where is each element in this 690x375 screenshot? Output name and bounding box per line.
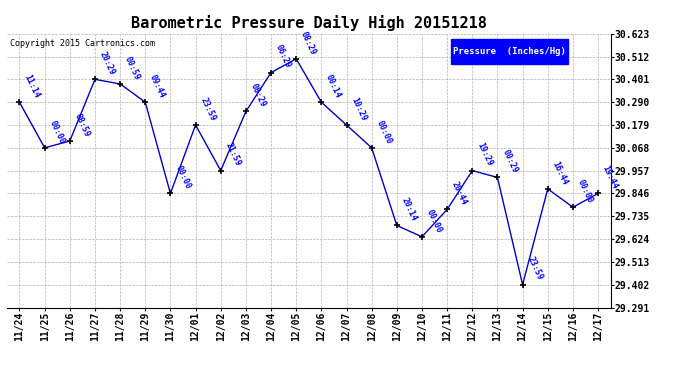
Text: Copyright 2015 Cartronics.com: Copyright 2015 Cartronics.com <box>10 39 155 48</box>
FancyBboxPatch shape <box>451 39 569 64</box>
Text: 08:29: 08:29 <box>299 30 317 56</box>
Text: 08:59: 08:59 <box>72 112 91 138</box>
Text: 00:00: 00:00 <box>375 118 393 145</box>
Text: 00:14: 00:14 <box>324 73 343 99</box>
Text: 21:59: 21:59 <box>224 141 242 168</box>
Text: 23:59: 23:59 <box>198 96 217 122</box>
Text: 20:14: 20:14 <box>400 196 418 223</box>
Text: 00:00: 00:00 <box>425 208 444 234</box>
Text: 00:29: 00:29 <box>500 148 519 175</box>
Text: 19:29: 19:29 <box>475 141 494 168</box>
Text: 20:44: 20:44 <box>450 180 469 207</box>
Text: 19:44: 19:44 <box>601 164 620 190</box>
Text: 16:44: 16:44 <box>551 160 569 186</box>
Text: 08:29: 08:29 <box>248 82 268 109</box>
Text: 23:59: 23:59 <box>525 255 544 282</box>
Text: 10:29: 10:29 <box>349 96 368 122</box>
Text: 00:59: 00:59 <box>123 55 141 81</box>
Text: Pressure  (Inches/Hg): Pressure (Inches/Hg) <box>453 47 566 56</box>
Text: 09:44: 09:44 <box>148 73 167 99</box>
Text: 00:00: 00:00 <box>48 118 66 145</box>
Text: 00:00: 00:00 <box>575 178 594 204</box>
Title: Barometric Pressure Daily High 20151218: Barometric Pressure Daily High 20151218 <box>131 15 486 31</box>
Text: 20:29: 20:29 <box>98 50 117 76</box>
Text: 11:14: 11:14 <box>22 73 41 99</box>
Text: 00:00: 00:00 <box>173 164 192 190</box>
Text: 06:29: 06:29 <box>274 44 293 70</box>
